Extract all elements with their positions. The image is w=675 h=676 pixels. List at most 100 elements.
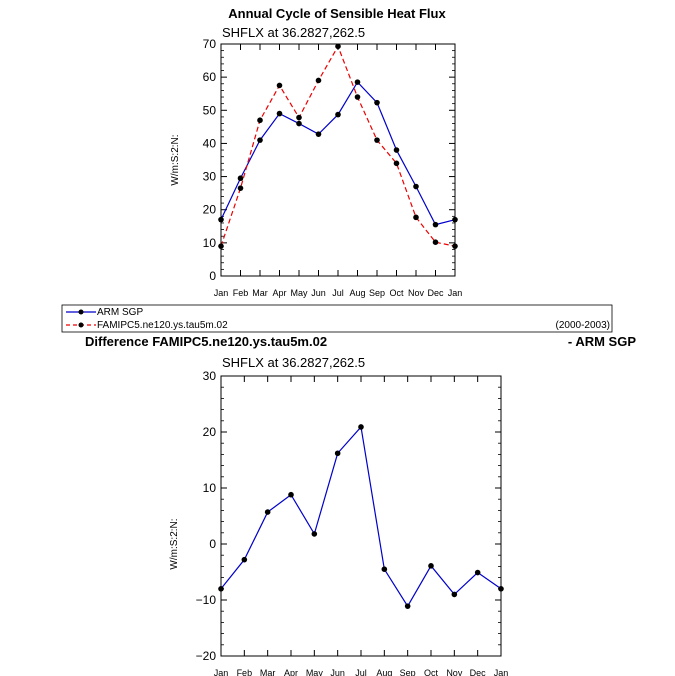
data-point-series-1 (257, 137, 263, 143)
series-line-2 (220, 44, 456, 247)
top-chart-title: Annual Cycle of Sensible Heat Flux (228, 6, 446, 21)
data-point-series-2 (432, 239, 439, 245)
x-tick-label: Nov (446, 668, 463, 676)
x-tick-label: May (306, 668, 324, 676)
data-point-series-2 (276, 82, 283, 89)
data-point-series-1 (276, 110, 283, 117)
x-tick-label: Jun (330, 668, 345, 676)
data-point-series-1 (381, 566, 388, 572)
plot-frame (220, 43, 456, 277)
y-tick-label: 70 (203, 37, 217, 51)
x-tick-label: Feb (233, 288, 249, 298)
bottom-chart-subtitle: SHFLX at 36.2827,262.5 (222, 355, 365, 370)
y-tick-label: 0 (209, 537, 216, 551)
y-tick-label: 60 (203, 70, 217, 84)
x-tick-label: Sep (400, 668, 416, 676)
data-point-series-2 (393, 160, 400, 167)
data-point-series-2 (315, 77, 322, 84)
data-point-series-1 (374, 99, 380, 106)
data-point-series-1 (288, 491, 294, 498)
x-tick-label: Jun (311, 288, 326, 298)
data-point-series-1 (264, 509, 271, 515)
y-tick-label: −20 (196, 649, 217, 663)
x-tick-label: Dec (427, 288, 444, 298)
legend-period: (2000-2003) (556, 320, 610, 331)
x-tick-label: Jan (494, 668, 509, 676)
data-point-series-2 (296, 114, 302, 121)
data-point-series-2 (354, 94, 361, 100)
legend-box (61, 304, 613, 333)
x-tick-label: Jan (448, 288, 463, 298)
data-point-series-2 (452, 243, 458, 249)
data-point-series-1 (474, 569, 481, 576)
y-tick-label: 40 (203, 136, 217, 150)
bottom-chart-ylabel: W/m:S:2:N: (169, 518, 180, 569)
series-line-1 (220, 425, 502, 608)
top-chart: Annual Cycle of Sensible Heat Flux SHFLX… (170, 6, 462, 298)
plot-frame (220, 375, 502, 657)
x-tick-label: Mar (252, 288, 268, 298)
data-point-series-1 (334, 450, 341, 457)
data-point-series-2 (237, 185, 244, 191)
legend-label-famipc5: FAMIPC5.ne120.ys.tau5m.02 (97, 320, 228, 331)
series-line-1 (220, 81, 456, 226)
y-tick-label: 10 (203, 481, 217, 495)
x-tick-label: Oct (424, 668, 439, 676)
x-tick-label: Jan (214, 668, 229, 676)
x-tick-label: Jan (214, 288, 229, 298)
data-point-series-2 (374, 137, 380, 143)
data-point-series-1 (241, 556, 248, 563)
x-tick-label: Mar (260, 668, 276, 676)
y-tick-label: 10 (203, 236, 217, 250)
x-tick-label: Oct (389, 288, 404, 298)
data-point-series-1 (451, 591, 458, 598)
data-point-series-2 (335, 43, 341, 50)
data-point-series-1 (311, 531, 318, 537)
x-tick-label: Dec (470, 668, 487, 676)
data-point-series-1 (218, 586, 224, 592)
y-tick-label: 20 (203, 203, 217, 217)
data-point-series-1 (354, 79, 361, 85)
x-tick-label: Apr (272, 288, 286, 298)
legend-label-arm-sgp: ARM SGP (97, 307, 143, 318)
data-point-series-1 (358, 424, 364, 430)
y-tick-label: 30 (203, 170, 217, 184)
data-point-series-1 (237, 175, 244, 182)
data-point-series-1 (452, 216, 458, 223)
top-chart-subtitle: SHFLX at 36.2827,262.5 (222, 25, 365, 40)
data-point-series-1 (428, 563, 434, 569)
x-tick-label: Feb (237, 668, 253, 676)
x-tick-label: Aug (376, 668, 392, 676)
data-point-series-1 (498, 586, 504, 592)
legend-item-arm-sgp: ARM SGP (66, 307, 143, 318)
x-tick-label: Sep (369, 288, 385, 298)
top-chart-legend: ARM SGP FAMIPC5.ne120.ys.tau5m.02 (2000-… (61, 304, 613, 333)
y-tick-label: −10 (196, 593, 217, 607)
y-tick-label: 0 (209, 269, 216, 283)
data-point-series-1 (218, 216, 224, 223)
x-tick-label: May (290, 288, 308, 298)
data-point-series-2 (257, 117, 263, 124)
y-tick-label: 50 (203, 103, 217, 117)
data-point-series-1 (296, 120, 302, 127)
y-tick-label: 30 (203, 369, 217, 383)
data-point-series-1 (413, 183, 419, 190)
data-point-series-1 (335, 111, 341, 118)
legend-item-famipc5: FAMIPC5.ne120.ys.tau5m.02 (66, 320, 228, 331)
bottom-chart-title-left: Difference FAMIPC5.ne120.ys.tau5m.02 (85, 334, 327, 349)
data-point-series-2 (218, 243, 224, 249)
data-point-series-1 (404, 603, 411, 609)
data-point-series-1 (393, 147, 400, 153)
y-tick-label: 20 (203, 425, 217, 439)
x-tick-label: Aug (349, 288, 365, 298)
bottom-chart: Difference FAMIPC5.ne120.ys.tau5m.02 - A… (85, 334, 636, 676)
x-tick-label: Apr (284, 668, 298, 676)
bottom-chart-title-right: - ARM SGP (568, 334, 636, 349)
x-tick-label: Jul (355, 668, 367, 676)
data-point-series-2 (413, 214, 419, 221)
x-tick-label: Nov (408, 288, 425, 298)
data-point-series-1 (315, 131, 322, 137)
x-tick-label: Jul (332, 288, 344, 298)
data-point-series-1 (432, 221, 439, 228)
